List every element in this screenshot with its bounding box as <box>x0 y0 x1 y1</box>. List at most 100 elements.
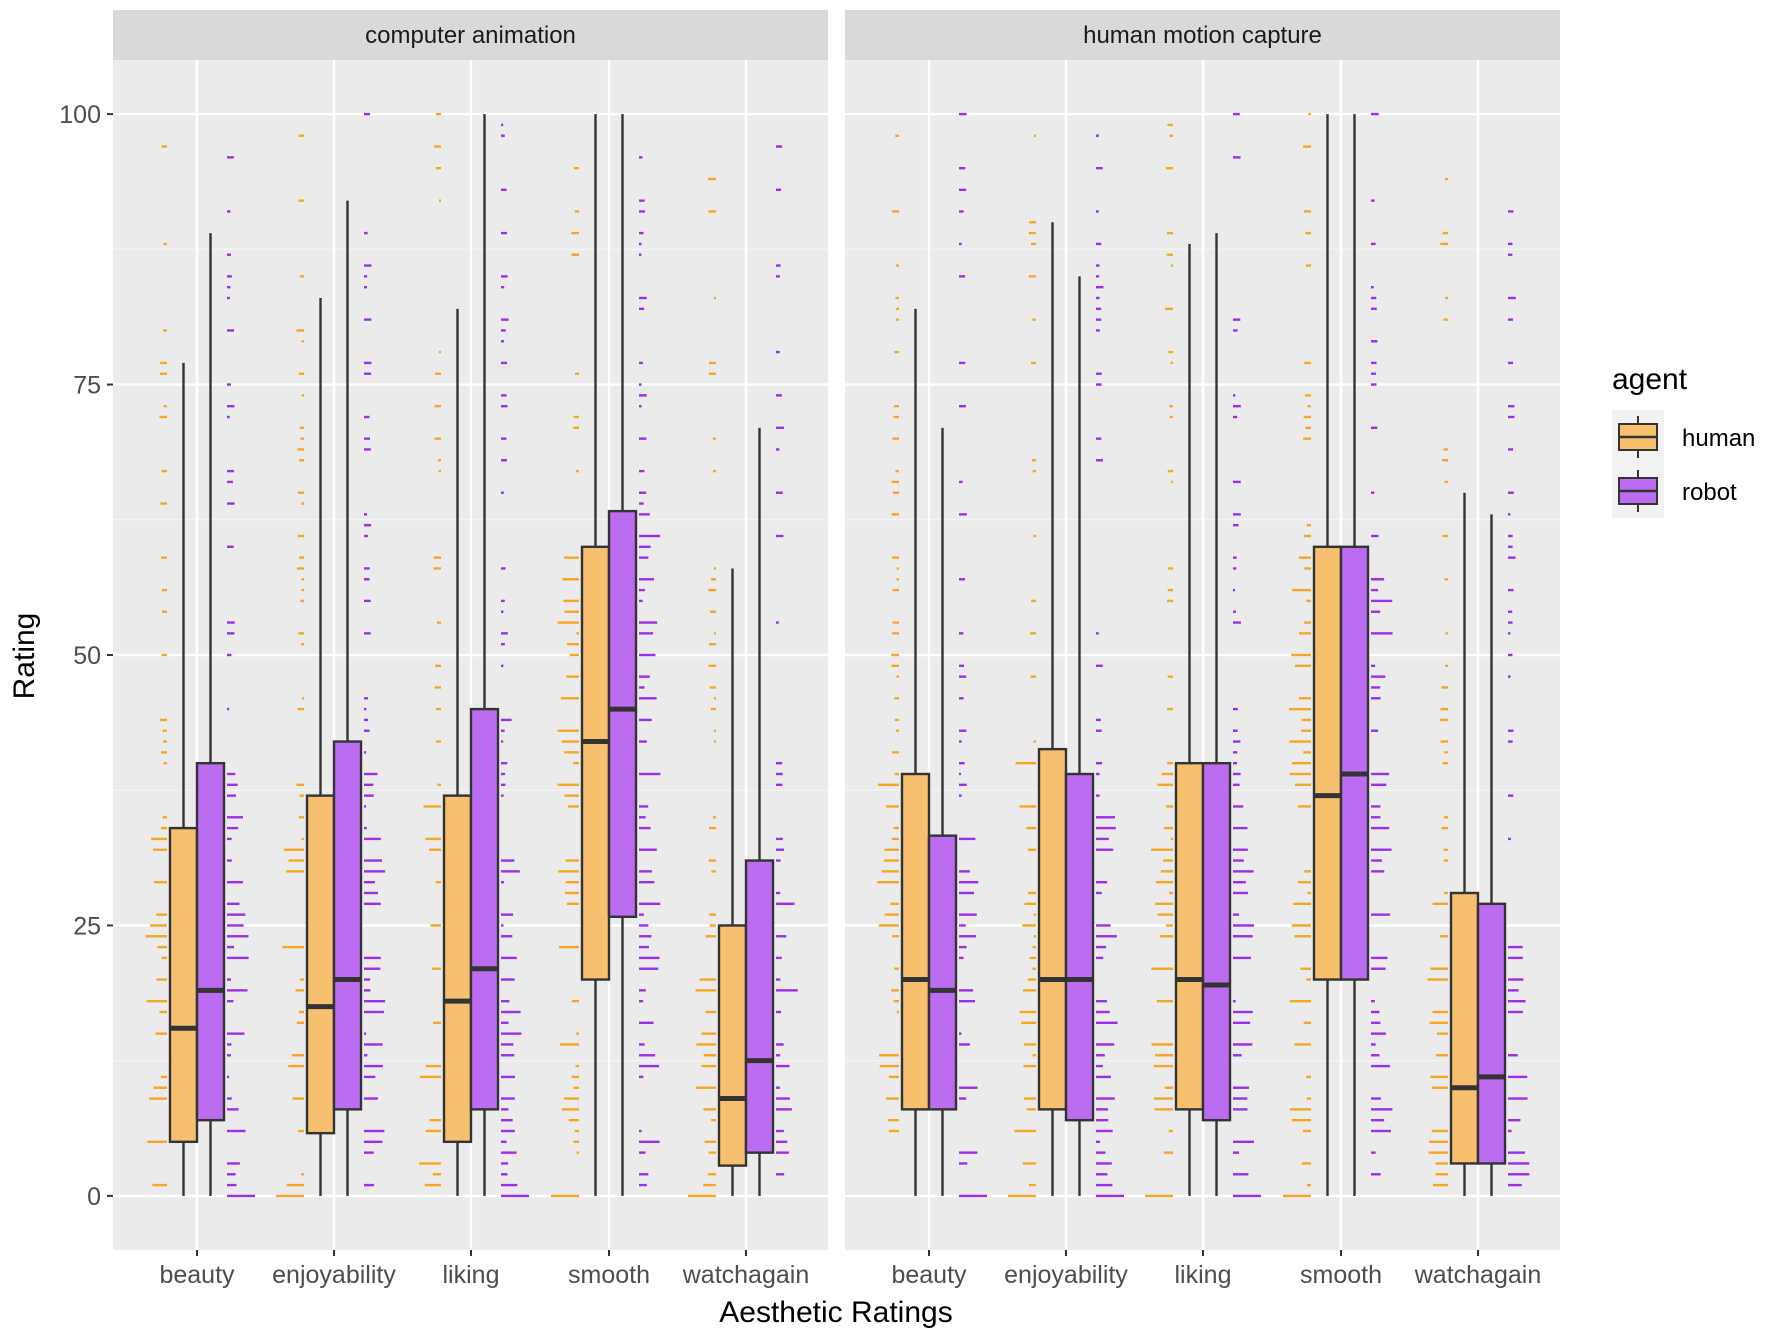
robot-dot-mark <box>1233 826 1248 830</box>
robot-dot-mark <box>1508 210 1514 213</box>
robot-dot-mark <box>364 870 386 873</box>
robot-dot-mark <box>1096 729 1102 732</box>
robot-dot-mark <box>227 502 235 505</box>
robot-dot-mark <box>227 956 249 960</box>
human-dot-mark <box>1169 134 1173 137</box>
robot-dot-mark <box>1371 675 1386 678</box>
robot-dot-mark <box>1096 772 1100 776</box>
robot-dot-mark <box>1096 924 1111 927</box>
robot-dot-mark <box>1508 491 1514 494</box>
robot-dot-mark <box>227 1054 231 1057</box>
robot-dot-mark <box>639 437 647 440</box>
human-dot-mark <box>1444 480 1448 484</box>
human-dot-mark <box>282 945 304 949</box>
robot-dot-mark <box>1233 707 1238 711</box>
human-dot-mark <box>435 707 441 711</box>
robot-dot-mark <box>501 999 510 1003</box>
human-dot-mark <box>297 707 304 711</box>
robot-dot-mark <box>1096 264 1100 267</box>
robot-dot-mark <box>1508 653 1513 657</box>
robot-dot-mark <box>959 935 977 938</box>
robot-dot-mark <box>1371 1021 1381 1025</box>
human-dot-mark <box>154 880 167 884</box>
robot-dot-mark <box>364 567 370 570</box>
human-dot-mark <box>712 437 716 440</box>
human-dot-mark <box>892 751 899 754</box>
robot-dot-mark <box>1508 978 1524 981</box>
robot-dot-mark <box>639 945 649 949</box>
human-dot-mark <box>1164 1086 1173 1089</box>
human-dot-mark <box>1155 902 1173 906</box>
human-dot-mark <box>163 329 167 332</box>
human-dot-mark <box>573 1140 579 1144</box>
x-tick-label: liking <box>443 1261 500 1289</box>
robot-dot-mark <box>1508 956 1523 960</box>
robot-dot-mark <box>364 978 371 981</box>
human-dot-mark <box>1303 1021 1311 1025</box>
human-dot-mark <box>433 567 441 570</box>
robot-dot-mark <box>227 1173 236 1176</box>
robot-dot-mark <box>1233 1043 1253 1046</box>
human-dot-mark <box>1027 848 1036 851</box>
human-dot-mark <box>1166 599 1173 603</box>
human-dot-mark <box>1443 448 1448 451</box>
human-dot-mark <box>1029 221 1036 224</box>
robot-dot-mark <box>1371 340 1378 343</box>
robot-dot-mark <box>1233 848 1248 851</box>
robot-dot-mark <box>639 740 647 743</box>
robot-dot-mark <box>959 112 967 116</box>
robot-dot-mark <box>959 188 967 192</box>
robot-dot-mark <box>1233 859 1244 862</box>
robot-dot-mark <box>639 513 650 516</box>
human-dot-mark <box>1443 318 1448 321</box>
robot-dot-mark <box>364 1097 378 1100</box>
robot-dot-mark <box>501 761 508 765</box>
human-dot-mark <box>1155 880 1173 884</box>
robot-dot-mark <box>1371 199 1375 202</box>
robot-dot-mark <box>639 1021 654 1025</box>
robot-dot-mark <box>959 880 979 884</box>
robot-dot-mark <box>639 999 644 1003</box>
robot-dot-mark <box>501 913 514 916</box>
robot-dot-mark <box>639 1064 660 1068</box>
robot-dot-mark <box>227 253 231 256</box>
robot-dot-mark <box>1371 534 1379 538</box>
human-dot-mark <box>894 772 899 776</box>
robot-dot-mark <box>639 1173 649 1176</box>
human-dot-mark <box>705 935 716 938</box>
robot-dot-mark <box>1233 783 1240 787</box>
robot-dot-mark <box>227 999 234 1003</box>
robot-dot-mark <box>1233 1054 1242 1057</box>
robot-dot-mark <box>776 1043 784 1046</box>
human-dot-mark <box>1305 426 1311 430</box>
human-dot-mark <box>1291 924 1311 927</box>
human-dot-mark <box>162 729 167 732</box>
human-dot-mark <box>1298 805 1311 808</box>
human-dot-mark <box>288 1064 304 1068</box>
human-dot-mark <box>879 1064 899 1068</box>
robot-dot-mark <box>1096 664 1103 668</box>
robot-dot-mark <box>364 513 368 516</box>
human-dot-mark <box>894 697 899 700</box>
human-dot-mark <box>1428 1151 1448 1154</box>
x-tick-label: enjoyability <box>1004 1261 1128 1289</box>
robot-dot-mark <box>227 653 232 657</box>
robot-dot-mark <box>364 1043 383 1046</box>
robot-dot-mark <box>227 383 231 386</box>
human-dot-mark <box>1008 1194 1036 1198</box>
robot-dot-mark <box>364 880 375 884</box>
robot-dot-mark <box>1371 1064 1390 1068</box>
robot-dot-mark <box>959 480 963 484</box>
human-dot-mark <box>1444 751 1448 754</box>
robot-dot-mark <box>1371 361 1377 365</box>
y-axis-title: Rating <box>8 613 41 700</box>
panel-strip-title: human motion capture <box>1083 22 1322 49</box>
robot-dot-mark <box>1233 956 1251 960</box>
legend-key-human: human <box>1618 416 1755 458</box>
human-dot-mark <box>713 632 716 635</box>
human-dot-mark <box>893 826 899 830</box>
robot-dot-mark <box>959 1151 978 1154</box>
robot-dot-mark <box>501 956 517 960</box>
human-dot-mark <box>1294 783 1311 787</box>
robot-dot-mark <box>501 1043 514 1046</box>
